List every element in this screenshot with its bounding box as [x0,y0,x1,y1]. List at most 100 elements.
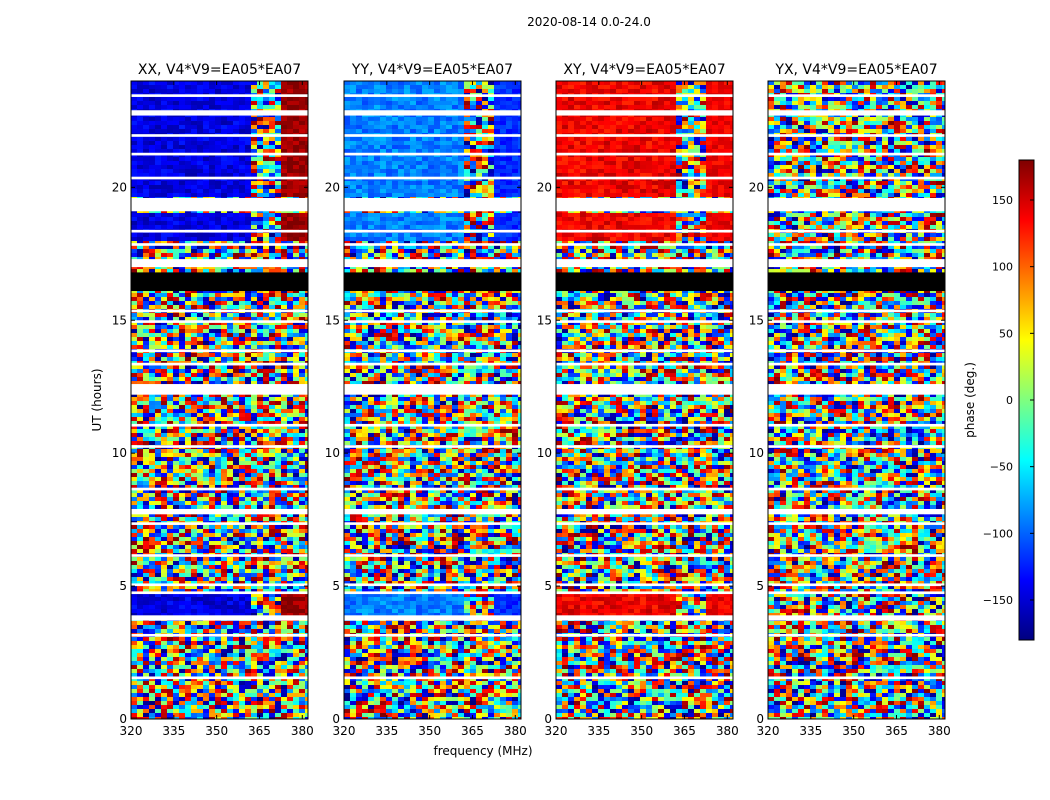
flagged-band [131,362,308,366]
flagged-band [344,152,521,156]
flagged-band [768,259,945,268]
y-tick-label: 15 [325,313,340,327]
flagged-band [768,176,945,180]
flagged-band [768,423,945,427]
panel-frame [767,80,946,720]
heatmap-panel: XX, V4*V9=EA05*EA07 320 335 350 365 380 0 5 10 15… [112,62,314,738]
flagged-band [344,110,521,116]
flagged-band [768,445,945,448]
colorbar-tick-label: −150 [983,594,1013,607]
colorbar-tick-label: 50 [999,327,1013,340]
flagged-band [131,94,308,97]
colorbar-tick-label: 150 [992,194,1013,207]
flagged-band [344,508,521,515]
flagged-band [768,243,945,246]
flagged-band [344,349,521,353]
x-axis-label: frequency (MHz) [433,744,532,758]
flagged-band [768,583,945,587]
panel-title: YY, V4*V9=EA05*EA07 [351,62,513,78]
flagged-band [556,676,733,680]
flagged-band [556,94,733,97]
flagged-band [344,633,521,637]
x-tick-label: 335 [799,724,822,738]
flagged-band [556,633,733,637]
colorbar-tick-label: 100 [992,261,1013,274]
flagged-band [768,615,945,621]
flagged-band [556,243,733,246]
flagged-band [131,508,308,515]
flagged-band [556,152,733,156]
flagged-band [131,554,308,557]
flagged-band [344,522,521,525]
y-tick-label: 10 [325,446,340,460]
y-tick-label: 5 [756,579,764,593]
heatmap-panel: YX, V4*V9=EA05*EA07 320 335 350 365 380 0 5 10 15… [749,62,951,738]
flagged-band [556,583,733,587]
flagged-band [344,197,521,212]
flagged-band [768,487,945,491]
flagged-band [556,423,733,427]
y-tick-label: 20 [325,180,340,194]
flagged-band [768,320,945,323]
flagged-band [131,349,308,353]
flagged-band [131,320,308,323]
flagged-band [556,522,733,525]
flagged-band [131,522,308,525]
y-tick-label: 0 [544,712,552,726]
y-tick-label: 20 [112,180,127,194]
flagged-band [768,633,945,637]
flagged-band [768,152,945,156]
x-tick-label: 380 [504,724,527,738]
flagged-band [768,554,945,557]
flagged-band [556,349,733,353]
x-tick-label: 365 [461,724,484,738]
flagged-band [556,362,733,366]
flagged-band [556,615,733,621]
flagged-band [131,176,308,180]
black-band [556,272,733,292]
x-tick-label: 380 [291,724,314,738]
x-tick-label: 320 [120,724,143,738]
flagged-band [344,676,521,680]
flagged-band [131,615,308,621]
colorbar-ticks: 150 100 50 0 −50 −100 −150 [983,194,1034,607]
x-tick-label: 335 [587,724,610,738]
y-tick-label: 0 [119,712,127,726]
flagged-band [131,110,308,116]
flagged-band [131,487,308,491]
y-tick-label: 0 [756,712,764,726]
flagged-band [556,259,733,268]
black-band [344,272,521,292]
flagged-band [344,615,521,621]
black-band [131,272,308,292]
panel-frame [343,80,522,720]
x-tick-label: 380 [928,724,951,738]
flagged-band [556,197,733,212]
flagged-band [768,384,945,395]
flagged-band [556,229,733,233]
y-tick-label: 5 [544,579,552,593]
y-tick-label: 10 [112,446,127,460]
flagged-band [131,591,308,595]
flagged-band [768,362,945,366]
flagged-band [768,591,945,595]
flagged-band [344,309,521,313]
panel-title: XX, V4*V9=EA05*EA07 [138,62,301,78]
y-axis-label: UT (hours) [90,368,104,431]
flagged-band [131,384,308,395]
heatmap-panel: YY, V4*V9=EA05*EA07 320 335 350 365 380 0 5 10 15… [325,62,527,738]
flagged-band [131,309,308,313]
flagged-band [768,349,945,353]
flagged-band [344,384,521,395]
flagged-band [556,445,733,448]
flagged-band [344,591,521,595]
flagged-band [344,259,521,268]
flagged-band [131,152,308,156]
y-tick-label: 0 [332,712,340,726]
flagged-band [131,423,308,427]
flagged-band [344,134,521,137]
x-tick-label: 380 [716,724,739,738]
panel-frame [130,80,309,720]
flagged-band [556,591,733,595]
flagged-band [131,197,308,212]
